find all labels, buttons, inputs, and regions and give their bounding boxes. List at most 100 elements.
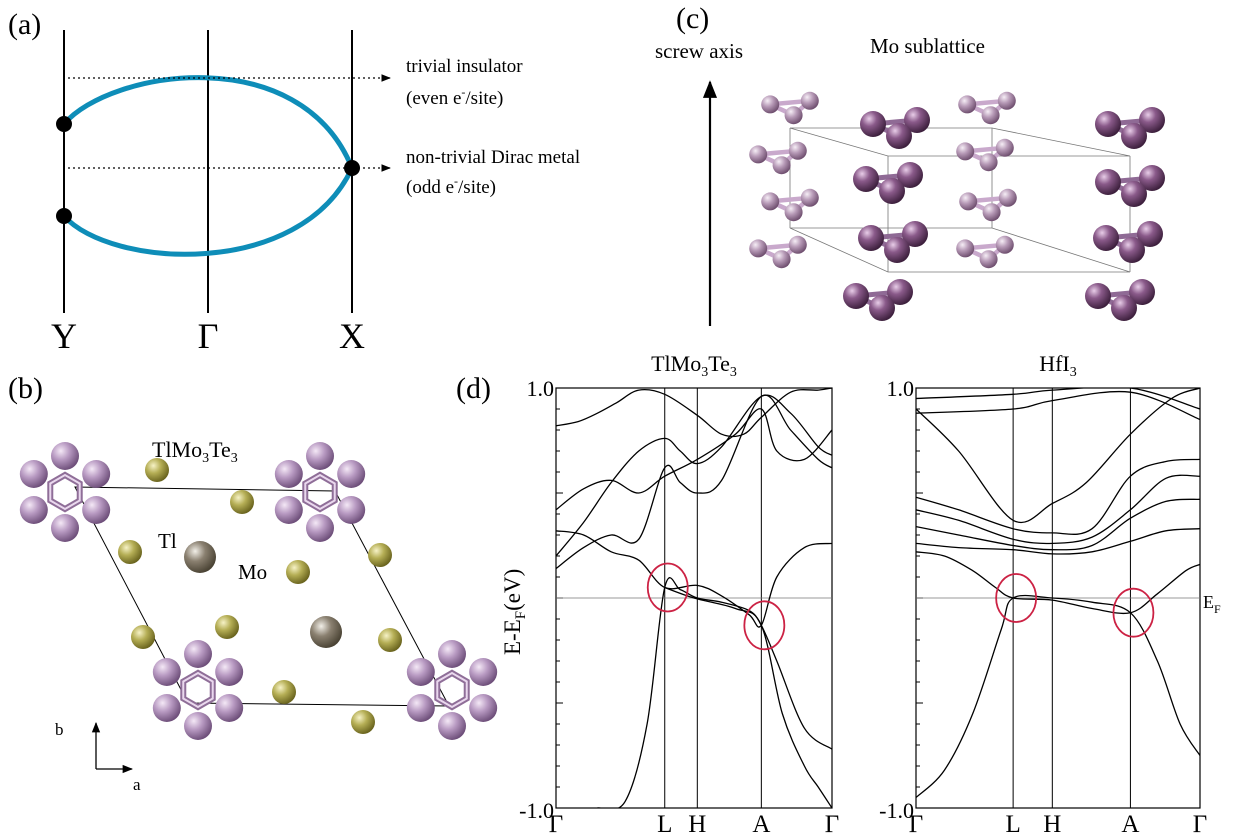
mo-triangle bbox=[761, 91, 819, 125]
te-atom bbox=[19, 496, 48, 524]
te-atom bbox=[438, 712, 466, 740]
mo-atom bbox=[800, 91, 819, 110]
mo-triangle bbox=[1093, 221, 1163, 263]
panel-d-label: (d) bbox=[456, 372, 491, 405]
mo-bond-triangle bbox=[761, 194, 817, 215]
mo-atom bbox=[956, 142, 975, 161]
kpoint-label-x: X bbox=[339, 316, 365, 356]
mo-atom bbox=[886, 123, 912, 149]
mo-atom bbox=[959, 192, 978, 211]
mo-atom bbox=[145, 458, 169, 482]
panel-a: (a) trivial insulator (even e-/site) non… bbox=[8, 8, 580, 356]
mo-atom bbox=[860, 111, 886, 137]
mo-atom bbox=[131, 625, 155, 649]
mo-atom bbox=[351, 710, 375, 734]
band-line bbox=[916, 551, 1200, 615]
chart-title: HfI3 bbox=[1039, 351, 1077, 380]
band-line bbox=[916, 390, 1200, 421]
mo-triangle bbox=[956, 235, 1014, 269]
te-atom bbox=[274, 460, 303, 488]
mo-atom bbox=[904, 107, 930, 133]
band-line bbox=[916, 498, 1200, 551]
band-line bbox=[916, 474, 1200, 545]
mo-atom bbox=[979, 250, 998, 269]
mo-cluster bbox=[152, 640, 244, 740]
kpoint-label-gamma: Γ bbox=[198, 316, 219, 356]
te-atom bbox=[152, 658, 181, 686]
mo-atom bbox=[1137, 221, 1163, 247]
dirac-point-circle bbox=[646, 562, 689, 613]
mo-atom bbox=[788, 235, 807, 254]
mo-atom bbox=[1095, 111, 1121, 137]
te-atom bbox=[337, 460, 366, 488]
te-atom bbox=[215, 658, 244, 686]
te-atom bbox=[82, 496, 111, 524]
te-atom bbox=[215, 694, 244, 722]
dirac-sublabel: (odd e-/site) bbox=[406, 174, 496, 198]
trivial-label: trivial insulator bbox=[406, 56, 523, 77]
mo-atom bbox=[902, 221, 928, 247]
k-point-label: Γ bbox=[909, 811, 923, 838]
mo-atom bbox=[1119, 237, 1145, 263]
mo-bond-triangle bbox=[761, 97, 817, 118]
mo-bond-ring-highlight bbox=[304, 473, 336, 511]
y-tick-label-top: 1.0 bbox=[527, 376, 555, 401]
te-atom bbox=[469, 694, 498, 722]
mo-triangle bbox=[959, 188, 1017, 222]
mo-triangle bbox=[1095, 107, 1165, 149]
mo-atom bbox=[800, 188, 819, 207]
mo-bond-triangle bbox=[958, 97, 1014, 118]
te-atom bbox=[51, 514, 79, 542]
mo-atom bbox=[286, 560, 310, 584]
band-line bbox=[556, 408, 832, 511]
mo-triangle bbox=[858, 221, 928, 263]
mo-atom bbox=[1121, 123, 1147, 149]
crystal-structure bbox=[19, 442, 498, 740]
dirac-point-circle bbox=[1112, 587, 1155, 638]
mo-atom bbox=[1121, 181, 1147, 207]
mo-bond-triangle bbox=[749, 241, 805, 262]
band-line bbox=[556, 394, 832, 570]
mo-atom bbox=[956, 239, 975, 258]
chart-title: TlMo3Te3 bbox=[651, 351, 737, 380]
band-line bbox=[916, 594, 1200, 798]
mo-bond-triangle bbox=[956, 241, 1012, 262]
k-point-label: H bbox=[688, 811, 706, 838]
te-atom bbox=[406, 658, 435, 686]
band-line bbox=[916, 388, 1200, 523]
mo-atom bbox=[979, 153, 998, 172]
mo-atom bbox=[230, 490, 254, 514]
band-line bbox=[916, 388, 1200, 410]
te-atom bbox=[406, 694, 435, 722]
band-line bbox=[916, 528, 1200, 555]
mo-sublattice-title: Mo sublattice bbox=[870, 34, 985, 58]
mo-atom bbox=[784, 203, 803, 222]
mo-atom bbox=[995, 235, 1014, 254]
mo-triangle bbox=[843, 279, 913, 321]
te-atom bbox=[51, 442, 79, 470]
mo-atom bbox=[788, 141, 807, 160]
mo-atom bbox=[997, 91, 1016, 110]
bands bbox=[916, 388, 1200, 798]
mo-sublattice-structure bbox=[749, 91, 1165, 321]
trivial-sublabel: (even e-/site) bbox=[406, 85, 503, 109]
band-line bbox=[597, 577, 832, 808]
te-atom bbox=[306, 514, 334, 542]
tl-atom-label: Tl bbox=[158, 529, 177, 553]
mo-atom bbox=[761, 95, 780, 114]
te-atom bbox=[337, 496, 366, 524]
te-atom bbox=[82, 460, 111, 488]
band-structure-hfi3: Γ L H A Γ 1.0 -1.0 HfI3 bbox=[879, 351, 1207, 838]
mo-atom bbox=[884, 237, 910, 263]
mo-atom bbox=[749, 239, 768, 258]
mo-atom bbox=[995, 138, 1014, 157]
mo-bond-triangle bbox=[959, 194, 1015, 215]
band-line bbox=[916, 458, 1200, 536]
mo-atom bbox=[1111, 295, 1137, 321]
dirac-point-dot bbox=[344, 160, 360, 176]
tl-atom bbox=[184, 541, 216, 573]
mo-atom bbox=[897, 162, 923, 188]
y-tick-label-bottom: -1.0 bbox=[879, 798, 914, 823]
te-atom bbox=[306, 442, 334, 470]
